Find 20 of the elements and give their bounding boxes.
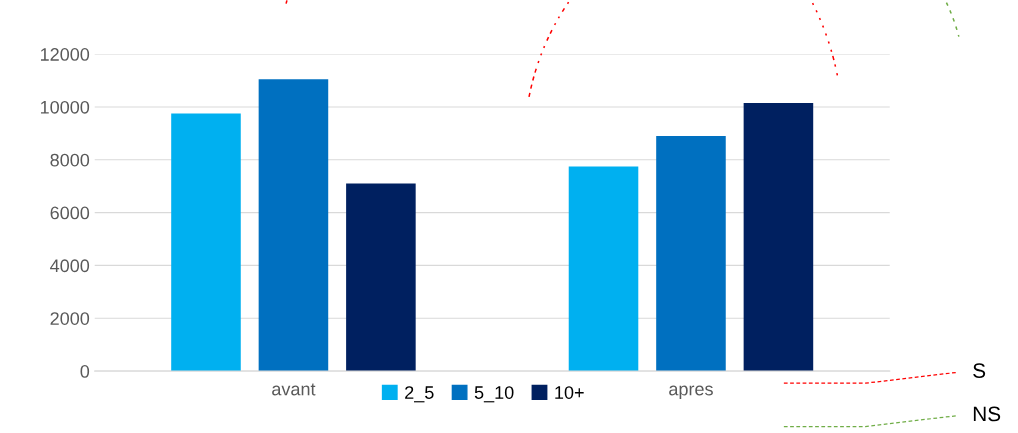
text: S (973, 363, 986, 378)
y-tick-label: 4000 (50, 259, 90, 273)
legend-label: 10+ (555, 386, 584, 399)
y-tick-label: 10000 (40, 100, 90, 114)
legend-label: 5_10 (474, 386, 514, 403)
y-tick-label: 2000 (50, 312, 90, 325)
y-tick-label: 12000 (40, 48, 90, 61)
bar (171, 113, 241, 372)
bar (656, 136, 726, 372)
bar (568, 166, 639, 372)
legend-label: 2_5 (405, 386, 434, 403)
x-tick-label: apres (669, 385, 713, 400)
y-tick-label: 0 (80, 365, 90, 378)
bar (346, 183, 416, 372)
bar (743, 102, 814, 372)
y-tick-label: 6000 (50, 206, 90, 220)
x-tick-label: avant (272, 383, 316, 396)
bar (258, 79, 329, 372)
text: NS (973, 406, 1001, 422)
y-tick-label: 8000 (50, 153, 90, 167)
